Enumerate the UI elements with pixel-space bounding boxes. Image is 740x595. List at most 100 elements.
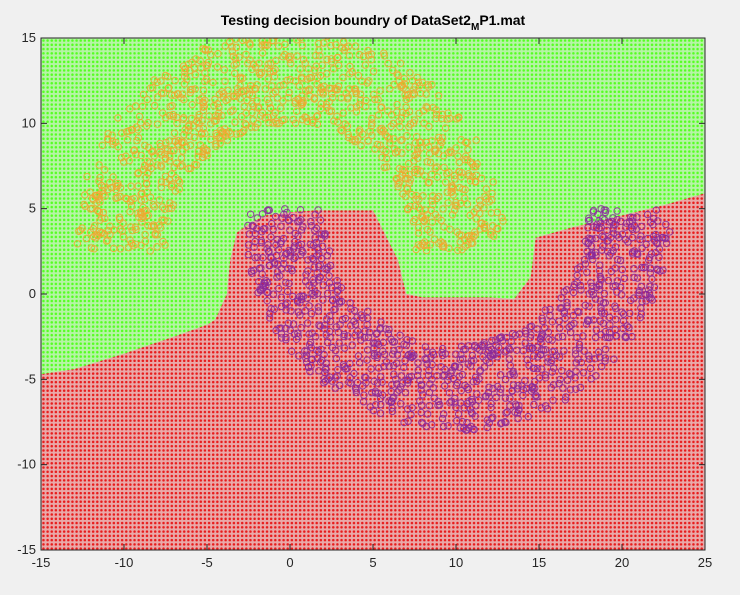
class-1-point: [228, 47, 237, 55]
class-2-point: [282, 250, 290, 258]
class-1-point: [209, 78, 217, 87]
class-1-point: [201, 69, 209, 77]
class-2-point: [573, 265, 582, 273]
class-1-point: [119, 233, 128, 241]
class-1-point: [197, 130, 206, 138]
class-2-point: [353, 313, 361, 322]
class-2-point: [544, 358, 552, 366]
class-2-point: [316, 261, 324, 269]
class-1-point: [362, 96, 370, 105]
class-2-point: [309, 276, 317, 284]
class-2-point: [247, 267, 256, 275]
x-tick-label: 15: [532, 555, 546, 570]
class-1-point: [406, 69, 414, 77]
class-2-point: [560, 307, 569, 315]
class-2-point: [592, 326, 601, 334]
class-2-point: [438, 414, 447, 423]
class-2-point: [548, 336, 556, 344]
class-1-point: [301, 59, 309, 67]
class-2-point: [537, 404, 546, 412]
class-2-point: [317, 230, 326, 238]
class-2-point: [304, 256, 312, 264]
class-2-point: [280, 260, 288, 268]
class-1-point: [130, 194, 139, 203]
class-1-point: [233, 84, 242, 93]
class-1-point: [442, 178, 450, 186]
x-tick-label: -10: [115, 555, 134, 570]
class-2-point: [297, 226, 306, 234]
class-1-point: [134, 169, 143, 177]
class-2-point: [282, 336, 290, 344]
class-1-point: [383, 154, 391, 163]
class-2-point: [304, 267, 312, 275]
class-2-point: [652, 248, 660, 257]
class-1-point: [412, 245, 420, 254]
class-2-point: [438, 348, 446, 357]
class-1-point: [368, 131, 376, 140]
chart-title-main: Testing decision boundry of DataSet2: [221, 12, 471, 28]
class-2-point: [523, 356, 531, 364]
class-1-point: [309, 118, 317, 127]
class-2-point: [591, 295, 600, 303]
class-2-point: [377, 318, 385, 326]
class-1-point: [286, 75, 294, 84]
class-2-point: [501, 418, 509, 426]
class-1-point: [195, 111, 203, 119]
class-2-point: [556, 375, 564, 384]
class-1-point: [141, 141, 149, 150]
class-2-point: [589, 206, 598, 215]
class-2-point: [404, 351, 412, 360]
class-1-point: [171, 174, 180, 182]
class-2-point: [418, 401, 426, 409]
class-1-point: [157, 151, 166, 159]
class-2-point: [529, 385, 537, 394]
class-1-point: [161, 241, 169, 249]
class-2-point: [388, 350, 397, 358]
class-1-point: [199, 106, 208, 115]
class-2-point: [441, 382, 449, 390]
class-1-point: [370, 90, 378, 99]
class-2-point: [303, 347, 311, 355]
class-2-point: [622, 333, 630, 342]
class-1-point: [264, 64, 272, 73]
class-1-point: [440, 163, 448, 172]
class-1-point: [386, 85, 394, 93]
class-2-point: [395, 386, 403, 394]
class-2-point: [264, 206, 273, 214]
plot-area: [41, 38, 705, 550]
class-2-point: [385, 325, 393, 334]
class-2-point: [601, 357, 609, 365]
class-1-point: [110, 226, 118, 234]
class-1-point: [215, 103, 223, 112]
class-2-point: [628, 225, 637, 234]
class-1-point: [323, 55, 331, 64]
class-2-point: [628, 233, 637, 242]
class-1-point: [432, 114, 440, 123]
class-2-point: [538, 331, 546, 339]
class-1-point: [143, 95, 152, 104]
class-2-point: [325, 247, 334, 255]
class-2-point: [465, 397, 473, 405]
class-2-point: [576, 383, 585, 392]
class-2-point: [314, 307, 323, 315]
class-2-point: [666, 228, 674, 236]
class-2-point: [622, 223, 630, 231]
class-2-point: [246, 210, 255, 219]
class-1-point: [389, 119, 397, 128]
class-2-point: [324, 375, 332, 383]
class-1-point: [452, 144, 460, 152]
class-1-point: [280, 81, 288, 89]
class-2-point: [311, 234, 319, 242]
class-2-point: [444, 422, 452, 430]
class-2-point: [316, 322, 324, 330]
class-1-point: [376, 126, 384, 134]
class-2-point: [581, 301, 589, 309]
class-1-point: [467, 231, 476, 240]
class-1-point: [149, 84, 157, 92]
class-1-point: [143, 122, 151, 130]
class-1-point: [429, 192, 437, 200]
class-1-point: [368, 119, 376, 127]
class-2-point: [561, 396, 569, 404]
class-1-point: [499, 217, 507, 225]
class-1-point: [251, 85, 260, 93]
